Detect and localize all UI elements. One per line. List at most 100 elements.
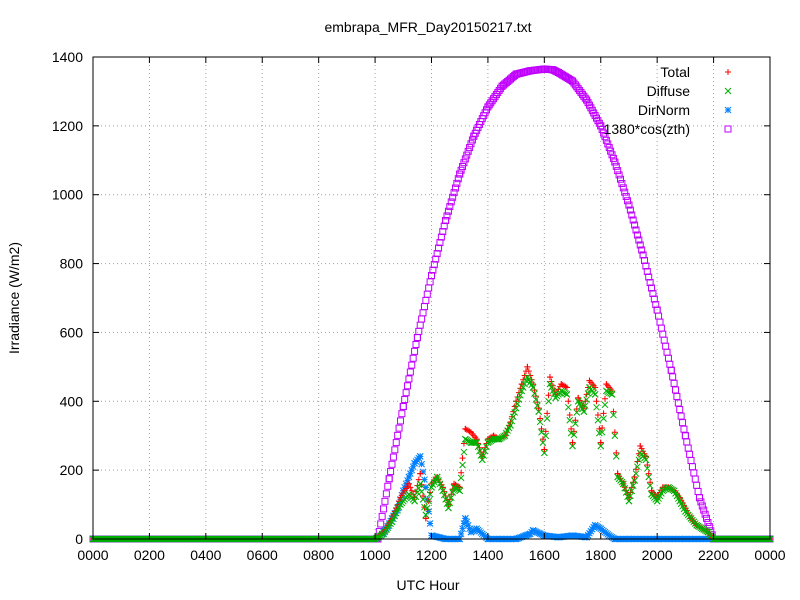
series-3-point: [635, 236, 643, 244]
series-3-point: [615, 171, 623, 179]
series-3-point: [680, 425, 688, 433]
series-3-point: [683, 438, 691, 446]
series-1-point: [622, 489, 630, 496]
series-3-point: [681, 432, 689, 440]
series-3-point: [442, 217, 450, 225]
series-0-point: [597, 439, 604, 446]
series-1-point: [635, 456, 643, 464]
series-3-point: [413, 334, 421, 342]
series-1-point: [621, 484, 629, 492]
series-0-point: [525, 368, 532, 375]
legend-label: Diffuse: [647, 83, 691, 99]
series-1-point: [471, 439, 479, 446]
series-1-point: [619, 480, 627, 488]
series-0-point: [548, 378, 555, 385]
series-0-point: [414, 482, 421, 489]
series-1-point: [519, 384, 527, 391]
series-1-point: [643, 465, 651, 472]
series-3-point: [697, 498, 705, 506]
series-3-point: [385, 475, 393, 483]
y-tick-label: 400: [60, 393, 84, 409]
legend-marker: [724, 125, 732, 133]
series-1-point: [440, 491, 448, 499]
series-0-point: [456, 484, 463, 491]
series-3-point: [446, 203, 454, 211]
series-2-point: [529, 527, 537, 534]
series-1-point: [566, 416, 574, 424]
series-3-point: [388, 460, 396, 468]
series-1-point: [601, 401, 609, 409]
series-1-point: [433, 473, 441, 481]
series-0-point: [633, 466, 640, 473]
x-tick-label: 0800: [303, 547, 334, 563]
series-3-point: [633, 231, 641, 239]
series-3-point: [380, 505, 388, 513]
series-1-point: [460, 448, 468, 456]
x-tick-label: 0000: [77, 547, 108, 563]
series-2-point: [419, 468, 427, 476]
series-1-point: [425, 497, 433, 505]
x-tick-label: 1200: [416, 547, 447, 563]
series-3-point: [411, 347, 419, 355]
series-1-point: [438, 484, 445, 491]
legend-marker: [724, 106, 732, 114]
series-1-point: [583, 396, 590, 403]
series-0-point: [593, 398, 600, 405]
series-1-point: [445, 504, 452, 512]
series-0-point: [611, 429, 618, 436]
series-3-point: [667, 366, 675, 374]
series-3-point: [384, 482, 392, 490]
series-3-point: [416, 321, 424, 329]
series-3-point: [676, 406, 684, 414]
y-tick-label: 1200: [52, 118, 83, 134]
series-3-point: [408, 361, 416, 369]
series-3-point: [663, 348, 671, 356]
series-3-point: [598, 125, 606, 133]
series-1-point: [512, 404, 520, 412]
series-1-point: [422, 511, 430, 519]
series-3-point: [381, 497, 389, 505]
series-3-point: [616, 175, 624, 183]
series-1-point: [611, 432, 619, 440]
series-3-point: [681, 432, 689, 440]
series-2-point: [519, 533, 527, 540]
series-0-point: [546, 374, 553, 381]
series-3-point: [700, 506, 708, 514]
legend-label: 1380*cos(zth): [604, 121, 690, 137]
series-0-point: [566, 412, 573, 419]
grid-lines: [93, 57, 770, 539]
series-3-point: [385, 475, 393, 483]
series-2-point: [409, 463, 417, 471]
legend-marker: [724, 87, 732, 95]
series-3-point: [404, 382, 412, 390]
series-0-point: [541, 446, 548, 453]
series-3-point: [624, 197, 632, 205]
series-3-point: [466, 144, 474, 152]
series-3-point: [449, 193, 457, 201]
series-3-point: [666, 360, 674, 368]
series-2-point: [524, 531, 531, 539]
series-2-point: [461, 514, 469, 522]
series-2-point: [532, 528, 540, 536]
series-3-point: [402, 389, 410, 397]
series-1-point: [563, 391, 571, 398]
series-3-point: [695, 494, 703, 502]
series-3-point: [387, 468, 395, 476]
series-3-point: [460, 159, 468, 167]
series-0-point: [458, 469, 465, 476]
series-0-point: [527, 372, 534, 379]
series-3-point: [399, 402, 407, 410]
series-3-point: [389, 453, 397, 461]
series-3-point: [684, 444, 692, 452]
legend-marker-square: [724, 125, 732, 133]
series-1-point: [473, 439, 480, 446]
series-1-point: [540, 449, 548, 457]
series-1-point: [509, 413, 517, 421]
x-axis-title: UTC Hour: [396, 577, 459, 593]
series-3-point: [669, 373, 677, 381]
series-0-point: [610, 408, 617, 415]
series-1-point: [546, 380, 554, 388]
y-tick-label: 200: [60, 462, 84, 478]
series-3-point: [454, 175, 462, 183]
